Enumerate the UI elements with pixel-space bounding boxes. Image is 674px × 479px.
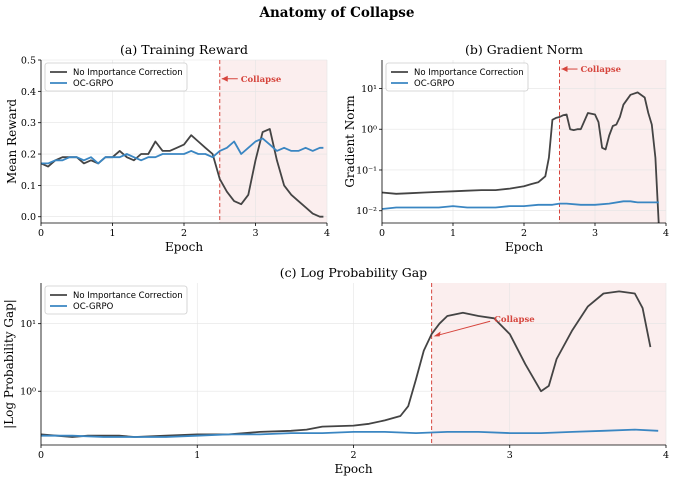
legend-label: OC-GRPO (414, 79, 455, 89)
y-tick-label: 0.0 (21, 212, 36, 223)
panel-training-reward: 0 1 2 3 4 0.0 0.1 0.2 0.3 0.4 0.5 (a) Training Rewa… (5, 42, 330, 254)
series-oc-grpo-line (382, 200, 659, 210)
x-tick-label: 1 (109, 228, 115, 239)
x-tick-label: 2 (350, 450, 356, 461)
y-tick-label: 0.1 (21, 181, 36, 192)
x-tick-label: 1 (450, 228, 456, 239)
annotation-collapse: Collapse (494, 315, 535, 325)
x-tick-label: 1 (194, 450, 200, 461)
y-tick-label: 10⁻² (356, 206, 377, 217)
x-tick-label: 0 (38, 450, 44, 461)
series-no-correction-line (382, 91, 660, 223)
panel-title: (a) Training Reward (120, 42, 248, 57)
y-axis-label: Gradient Norm (343, 95, 357, 188)
figure-title: Anatomy of Collapse (259, 5, 415, 21)
panel-gradient-norm: 0 1 2 3 4 10⁻² 10⁻¹ 10⁰ 10¹ (b) Gradient Norm Epoc… (343, 42, 669, 254)
annotation-arrow (437, 320, 491, 336)
annotation-collapse: Collapse (581, 65, 622, 75)
y-tick-label: 0.2 (21, 150, 36, 161)
annotation-collapse: Collapse (241, 75, 282, 85)
legend-label: No Importance Correction (414, 68, 524, 78)
annotation-arrowhead (561, 66, 568, 73)
y-tick-label: 10⁻¹ (356, 165, 377, 176)
legend-box (385, 62, 529, 92)
x-axis-label: Epoch (505, 240, 543, 254)
x-tick-label: 4 (663, 450, 669, 461)
y-tick-label: 10¹ (20, 319, 36, 330)
y-tick-label: 0.4 (21, 87, 36, 98)
annotation-arrowhead (221, 75, 228, 82)
legend-label: OC-GRPO (73, 79, 114, 89)
y-axis-label: |Log Probability Gap| (2, 299, 16, 429)
x-tick-label: 0 (38, 228, 44, 239)
panel-log-probability-gap: 0 1 2 3 4 10⁰ 10¹ (c) Log Probability Gap Epoch |… (2, 265, 669, 476)
legend-box (44, 285, 188, 315)
collapse-region (559, 60, 666, 223)
series-oc-grpo-line (41, 137, 324, 165)
x-tick-label: 3 (252, 228, 258, 239)
legend-label: No Importance Correction (73, 291, 183, 301)
panel-title: (c) Log Probability Gap (280, 265, 427, 280)
legend-label: No Importance Correction (73, 68, 183, 78)
x-tick-label: 3 (592, 228, 598, 239)
annotation-arrowhead (433, 331, 441, 337)
y-tick-label: 10¹ (361, 84, 377, 95)
series-oc-grpo-line (41, 428, 659, 438)
x-tick-label: 0 (379, 228, 385, 239)
x-tick-label: 3 (507, 450, 513, 461)
x-axis-label: Epoch (165, 240, 203, 254)
x-tick-label: 2 (181, 228, 187, 239)
panel-title: (b) Gradient Norm (465, 42, 583, 57)
collapse-region (431, 283, 666, 445)
x-tick-label: 4 (663, 228, 669, 239)
x-tick-label: 4 (324, 228, 330, 239)
x-tick-label: 2 (521, 228, 527, 239)
y-tick-label: 0.5 (21, 56, 36, 67)
y-tick-label: 10⁰ (361, 125, 377, 136)
legend-label: OC-GRPO (73, 302, 114, 312)
series-no-correction-line (41, 128, 324, 218)
x-axis-label: Epoch (334, 462, 372, 476)
y-tick-label: 0.3 (21, 118, 36, 129)
y-axis-label: Mean Reward (5, 99, 19, 184)
legend-box (44, 62, 188, 92)
y-tick-label: 10⁰ (20, 387, 36, 398)
